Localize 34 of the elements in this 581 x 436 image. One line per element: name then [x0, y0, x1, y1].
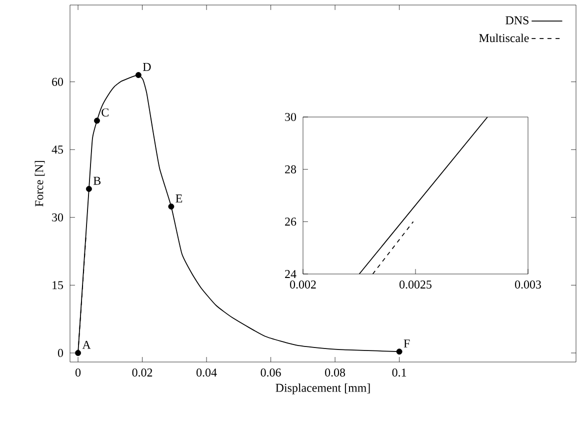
x-axis-title: Displacement [mm]	[276, 383, 370, 394]
point	[94, 118, 100, 124]
x-tick-label: 0.04	[196, 368, 217, 377]
x-tick-label: 0.002	[290, 280, 316, 289]
y-tick-label: 30	[285, 112, 296, 122]
point	[75, 350, 82, 356]
x-tick-label: 0.0025	[400, 280, 432, 289]
y-tick-label: 0	[58, 348, 64, 357]
x-tick-label: 0.1	[392, 368, 406, 377]
annotation: B	[93, 176, 101, 185]
legend-label: Multiscale	[479, 34, 529, 42]
y-tick-label: 26	[285, 218, 296, 226]
annotation: F	[404, 340, 410, 348]
point	[168, 204, 174, 210]
y-tick-label: 28	[285, 165, 296, 174]
x-tick-label: 0.08	[325, 368, 346, 377]
y-tick-label: 45	[52, 146, 64, 154]
annotation: A	[82, 340, 91, 349]
annotation: C	[102, 108, 108, 116]
point	[86, 186, 92, 192]
annotation: E	[176, 194, 182, 202]
legend-label: DNS	[506, 16, 528, 24]
y-axis-title: Force [N]	[34, 160, 45, 207]
x-tick-label: 0.06	[260, 368, 281, 377]
x-tick-label: 0.02	[132, 368, 152, 377]
annotation: D	[142, 63, 151, 71]
point	[396, 348, 402, 355]
y-tick-label: 15	[52, 281, 64, 290]
x-tick-label: 0	[75, 368, 81, 377]
y-tick-label: 60	[52, 78, 64, 86]
y-tick-label: 24	[285, 270, 296, 278]
point	[135, 72, 142, 78]
x-tick-label: 0.003	[515, 280, 541, 289]
y-tick-label: 30	[52, 213, 64, 222]
